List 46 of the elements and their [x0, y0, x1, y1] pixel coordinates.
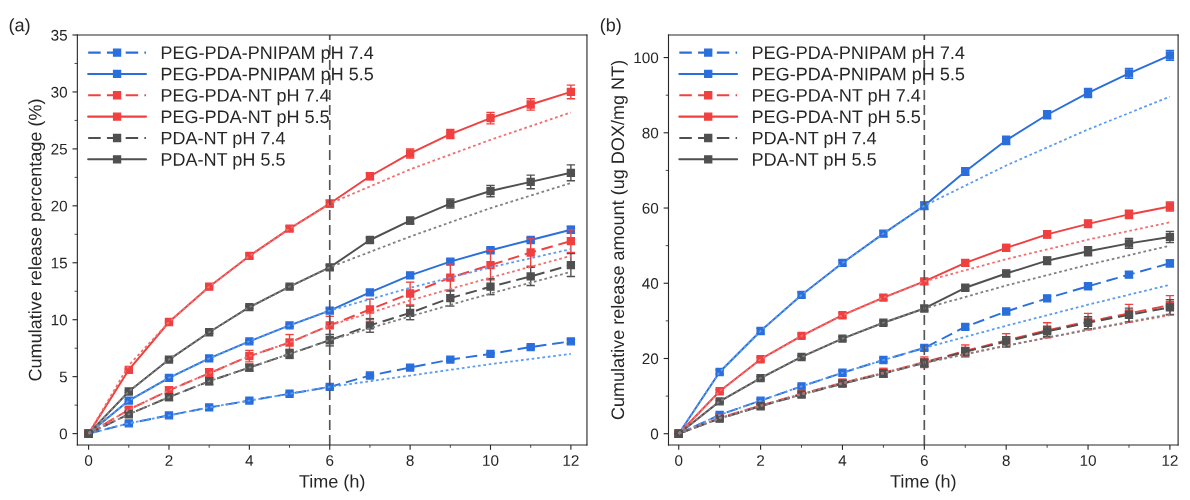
y-tick-label: 20: [51, 200, 68, 212]
legend-label: PDA-NT pH 7.4: [161, 131, 285, 149]
x-tick-label: 4: [838, 455, 847, 466]
legend-label: PEG-PDA-NT pH 7.4: [753, 89, 921, 106]
y-axis-title: Cumulative release percentage (%): [28, 99, 46, 381]
x-axis-title: Time (h): [299, 474, 365, 492]
x-tick-label: 10: [1080, 455, 1096, 466]
legend-label: PEG-PDA-NT pH 5.5: [161, 110, 329, 127]
y-tick-label: 20: [642, 353, 659, 365]
y-tick-label: 0: [59, 428, 68, 440]
x-tick-label: 4: [245, 455, 254, 466]
legend-label: PEG-PDA-PNIPAM pH 5.5: [161, 67, 374, 85]
x-tick-label: 0: [675, 455, 683, 466]
y-tick-label: 25: [51, 143, 67, 155]
text: (a): [9, 18, 30, 35]
y-tick-label: 100: [634, 52, 659, 64]
x-tick-label: 8: [1002, 455, 1010, 466]
x-tick-label: 12: [563, 455, 579, 466]
x-tick-label: 0: [84, 455, 93, 466]
y-tick-label: 40: [642, 278, 659, 289]
legend-label: PEG-PDA-PNIPAM pH 5.5: [753, 67, 965, 85]
legend-label: PEG-PDA-NT pH 7.4: [161, 89, 330, 106]
x-axis-title: Time (h): [890, 474, 956, 492]
x-tick-label: 12: [1162, 455, 1178, 466]
y-tick-label: 60: [642, 202, 659, 214]
x-tick-label: 8: [406, 455, 414, 466]
x-tick-label: 2: [757, 455, 765, 466]
text: (b): [600, 18, 621, 35]
x-tick-label: 2: [165, 455, 173, 466]
y-tick-label: 80: [642, 127, 659, 139]
y-tick-label: 35: [51, 29, 67, 41]
legend-label: PEG-PDA-NT pH 5.5: [753, 110, 921, 127]
x-tick-label: 10: [483, 455, 499, 466]
legend-label: PEG-PDA-PNIPAM pH 7.4: [753, 46, 965, 63]
y-tick-label: 0: [650, 428, 659, 440]
y-tick-label: 30: [51, 86, 68, 98]
x-tick-label: 6: [920, 455, 928, 466]
legend-label: PEG-PDA-PNIPAM pH 7.4: [161, 46, 374, 63]
y-tick-label: 10: [51, 314, 68, 326]
legend-label: PDA-NT pH 5.5: [161, 153, 285, 170]
y-tick-label: 5: [59, 371, 67, 383]
y-axis-title: Cumulative release amount (ug DOX/mg NT): [610, 60, 628, 420]
y-tick-label: 15: [51, 257, 67, 269]
legend-label: PDA-NT pH 5.5: [753, 153, 876, 170]
x-tick-label: 6: [326, 455, 334, 466]
legend-label: PDA-NT pH 7.4: [753, 131, 877, 149]
